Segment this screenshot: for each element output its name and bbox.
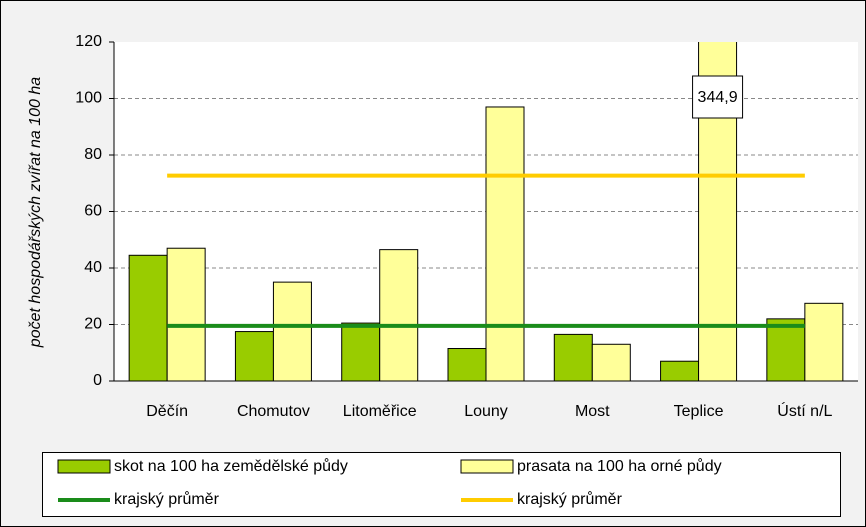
legend-label: krajský průměr <box>517 490 623 508</box>
bar <box>660 360 700 381</box>
x-tick-label: Ústí n/L <box>777 401 832 420</box>
y-tick-label: 40 <box>84 259 102 276</box>
x-tick-label: Most <box>575 403 610 420</box>
legend <box>42 452 841 517</box>
bar <box>591 343 631 381</box>
y-tick-label: 0 <box>93 372 102 389</box>
legend-label: skot na 100 ha zemědělské půdy <box>114 457 348 475</box>
x-tick-label: Chomutov <box>237 403 310 420</box>
legend-swatch <box>57 459 111 474</box>
value-label: 344,9 <box>698 89 738 106</box>
bar <box>341 322 381 381</box>
bar <box>698 42 738 381</box>
y-tick-label: 80 <box>84 146 102 163</box>
bar <box>379 249 419 381</box>
bars <box>128 42 844 381</box>
legend-label: prasata na 100 ha orné půdy <box>517 457 722 475</box>
bar <box>128 254 168 381</box>
y-tick-label: 20 <box>84 316 102 333</box>
x-tick-label: Litoměřice <box>343 403 417 420</box>
bar <box>766 318 806 381</box>
bar <box>166 247 206 381</box>
x-tick-label: Děčín <box>146 403 188 420</box>
bar <box>485 106 525 381</box>
y-tick-label: 120 <box>75 33 102 50</box>
value-label-box <box>692 75 744 119</box>
x-tick-label: Louny <box>464 403 508 420</box>
bar <box>234 331 274 381</box>
y-axis-label: počet hospodářských zvířat na 100 ha <box>27 77 44 348</box>
bar <box>447 348 487 381</box>
bar <box>553 333 593 381</box>
bar <box>804 302 844 381</box>
y-tick-label: 60 <box>84 203 102 220</box>
legend-swatch <box>460 459 514 474</box>
bar <box>272 281 312 381</box>
y-tick-label: 100 <box>75 90 102 107</box>
legend-label: krajský průměr <box>114 490 220 508</box>
x-tick-label: Teplice <box>674 403 724 420</box>
